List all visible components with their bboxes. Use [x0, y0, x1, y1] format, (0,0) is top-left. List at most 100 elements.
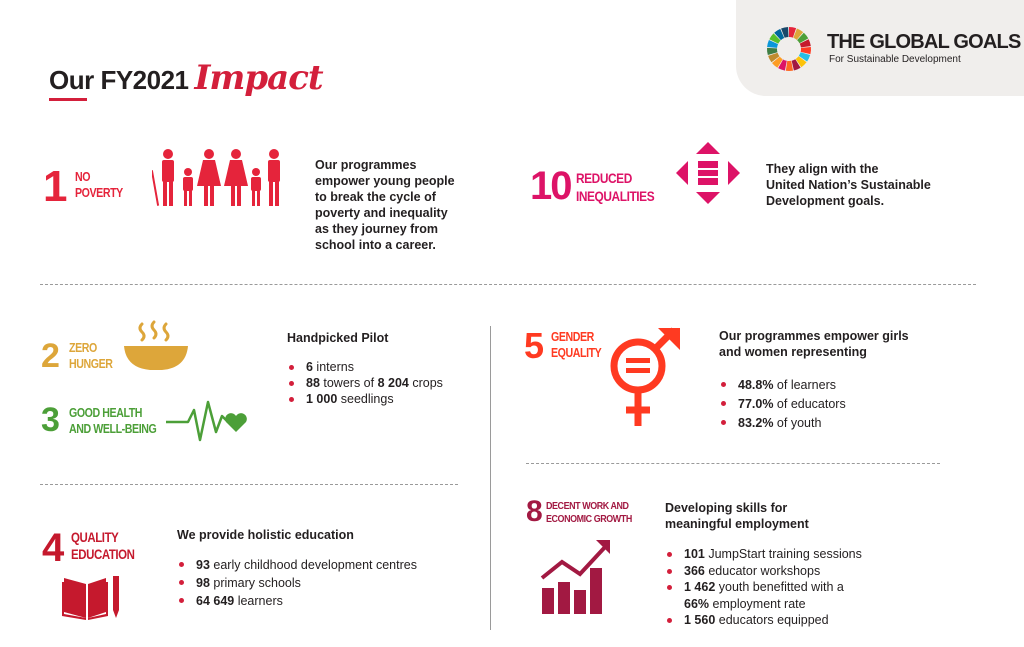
global-goals-subtitle: For Sustainable Development: [829, 54, 961, 65]
goal-8-label-line1: DECENT WORK AND: [546, 500, 629, 512]
sdg-wheel-segment: [799, 39, 811, 48]
sdg-wheel-segment: [778, 59, 787, 71]
list-item: 83.2% of youth: [719, 414, 846, 433]
inequality-description-line: Development goals.: [766, 194, 885, 208]
goal-10-label-line2: INEQUALITIES: [576, 187, 655, 204]
goal-2-label-line1: ZERO: [69, 341, 97, 355]
sdg-wheel-segment: [767, 39, 779, 48]
goal-10-label-line1: REDUCED: [576, 170, 632, 186]
goal-1-label-line1: NO: [75, 170, 91, 184]
goal-4-label: QUALITY EDUCATION: [71, 530, 135, 564]
sdg-wheel-segment: [768, 52, 780, 63]
education-stats-list: 93 early childhood development centres 9…: [177, 556, 417, 610]
list-item: 1 560 educators equipped: [665, 612, 862, 629]
sdg-wheel-segment: [781, 27, 789, 38]
list-item: 98 primary schools: [177, 574, 417, 592]
sdg-wheel-segment: [771, 56, 783, 68]
gender-stats-list: 48.8% of learners 77.0% of educators 83.…: [719, 376, 846, 433]
heartbeat-icon: [166, 400, 247, 442]
poverty-description-line: Our programmes: [315, 158, 417, 172]
page-title-main: Our FY2021: [49, 65, 189, 95]
sdg-wheel-segment: [797, 32, 809, 44]
sdg-wheel-segment: [769, 33, 781, 44]
goal-1-label: NO POVERTY: [75, 170, 123, 201]
goal-5-label-line1: GENDER: [551, 330, 594, 344]
inequality-description: They align with the United Nation’s Sust…: [766, 161, 966, 209]
work-stats-list: 101 JumpStart training sessions 366 educ…: [665, 546, 862, 629]
gender-heading-line: and women representing: [719, 345, 867, 359]
vertical-divider: [490, 326, 491, 630]
goal-3-label-line1: GOOD HEALTH: [69, 406, 143, 420]
inequality-description-line: They align with the: [766, 162, 879, 176]
goal-4-number: 4: [42, 526, 65, 570]
poverty-description-line: school into a career.: [315, 238, 436, 252]
list-item: 6 interns: [287, 359, 443, 375]
goal-8-label: DECENT WORK AND ECONOMIC GROWTH: [546, 500, 632, 526]
gender-icon: [610, 327, 680, 426]
poverty-description-line: poverty and inequality: [315, 206, 448, 220]
page-title: Our FY2021 Impact: [49, 58, 324, 98]
goal-10-label: REDUCED INEQUALITIES: [576, 170, 655, 205]
goal-4-label-line1: QUALITY: [71, 530, 119, 545]
gender-heading: Our programmes empower girls and women r…: [719, 328, 909, 360]
goal-3-label: GOOD HEALTH AND WELL-BEING: [69, 406, 157, 437]
gender-heading-line: Our programmes empower girls: [719, 329, 909, 343]
goal-5-number: 5: [524, 325, 545, 366]
page-title-script: Impact: [194, 58, 324, 98]
sdg-wheel-segment: [767, 47, 778, 56]
list-item: 88 towers of 8 204 crops: [287, 375, 443, 391]
equal-arrows-icon: [676, 142, 740, 204]
list-item: 48.8% of learners: [719, 376, 846, 395]
goal-8-label-line2: ECONOMIC GROWTH: [546, 513, 632, 525]
list-item: 93 early childhood development centres: [177, 556, 417, 574]
sdg-wheel-segment: [795, 56, 807, 68]
sdg-wheel-segment: [798, 52, 811, 62]
global-goals-panel: [736, 0, 1024, 96]
poverty-description-line: as they journey from: [315, 222, 438, 236]
goal-3-number: 3: [41, 401, 60, 439]
inequality-description-line: United Nation’s Sustainable: [766, 178, 931, 192]
bowl-icon: [124, 320, 188, 370]
sdg-wheel-segment: [785, 60, 794, 71]
section-divider: [40, 284, 976, 285]
goal-8-number: 8: [526, 495, 543, 528]
family-icon: [152, 149, 280, 206]
list-item: 366 educator workshops: [665, 563, 862, 580]
list-item: 1 000 seedlings: [287, 391, 443, 407]
list-item: 1 462 youth benefitted with a: [665, 579, 862, 596]
book-pencil-icon: [62, 576, 119, 620]
list-item: 101 JumpStart training sessions: [665, 546, 862, 563]
goal-1-number: 1: [43, 162, 68, 211]
pilot-stats-list: 6 interns 88 towers of 8 204 crops 1 000…: [287, 359, 443, 407]
sdg-wheel-segment: [774, 28, 785, 41]
sdg-wheel-segment: [791, 59, 801, 71]
education-heading: We provide holistic education: [177, 528, 354, 542]
goal-2-label: ZERO HUNGER: [69, 341, 113, 372]
sdg-wheel-segment: [793, 28, 804, 40]
work-heading-line: Developing skills for: [665, 501, 788, 515]
pilot-heading: Handpicked Pilot: [287, 331, 389, 345]
work-heading-line: meaningful employment: [665, 517, 809, 531]
list-item: 77.0% of educators: [719, 395, 846, 414]
section-divider: [40, 484, 458, 485]
growth-chart-icon: [540, 540, 610, 614]
poverty-description-line: empower young people: [315, 174, 455, 188]
work-heading: Developing skills for meaningful employm…: [665, 500, 809, 532]
sdg-wheel-icon: [767, 27, 811, 71]
poverty-description-line: to break the cycle of: [315, 190, 436, 204]
section-divider: [526, 463, 940, 464]
goal-2-number: 2: [41, 337, 60, 375]
goal-3-label-line2: AND WELL-BEING: [69, 421, 157, 436]
list-item: 64 649 learners: [177, 592, 417, 610]
goal-1-label-line2: POVERTY: [75, 185, 123, 200]
sdg-wheel-segment: [800, 46, 811, 55]
goal-5-label: GENDER EQUALITY: [551, 330, 602, 361]
goal-4-label-line2: EDUCATION: [71, 546, 135, 562]
list-item-continuation: 66% employment rate: [684, 596, 806, 611]
poverty-description: Our programmes empower young people to b…: [315, 157, 485, 253]
sdg-wheel-segment: [789, 27, 797, 38]
global-goals-title: THE GLOBAL GOALS: [827, 31, 1021, 53]
goal-10-number: 10: [530, 164, 572, 208]
goal-2-label-line2: HUNGER: [69, 356, 113, 371]
goal-5-label-line2: EQUALITY: [551, 345, 602, 360]
